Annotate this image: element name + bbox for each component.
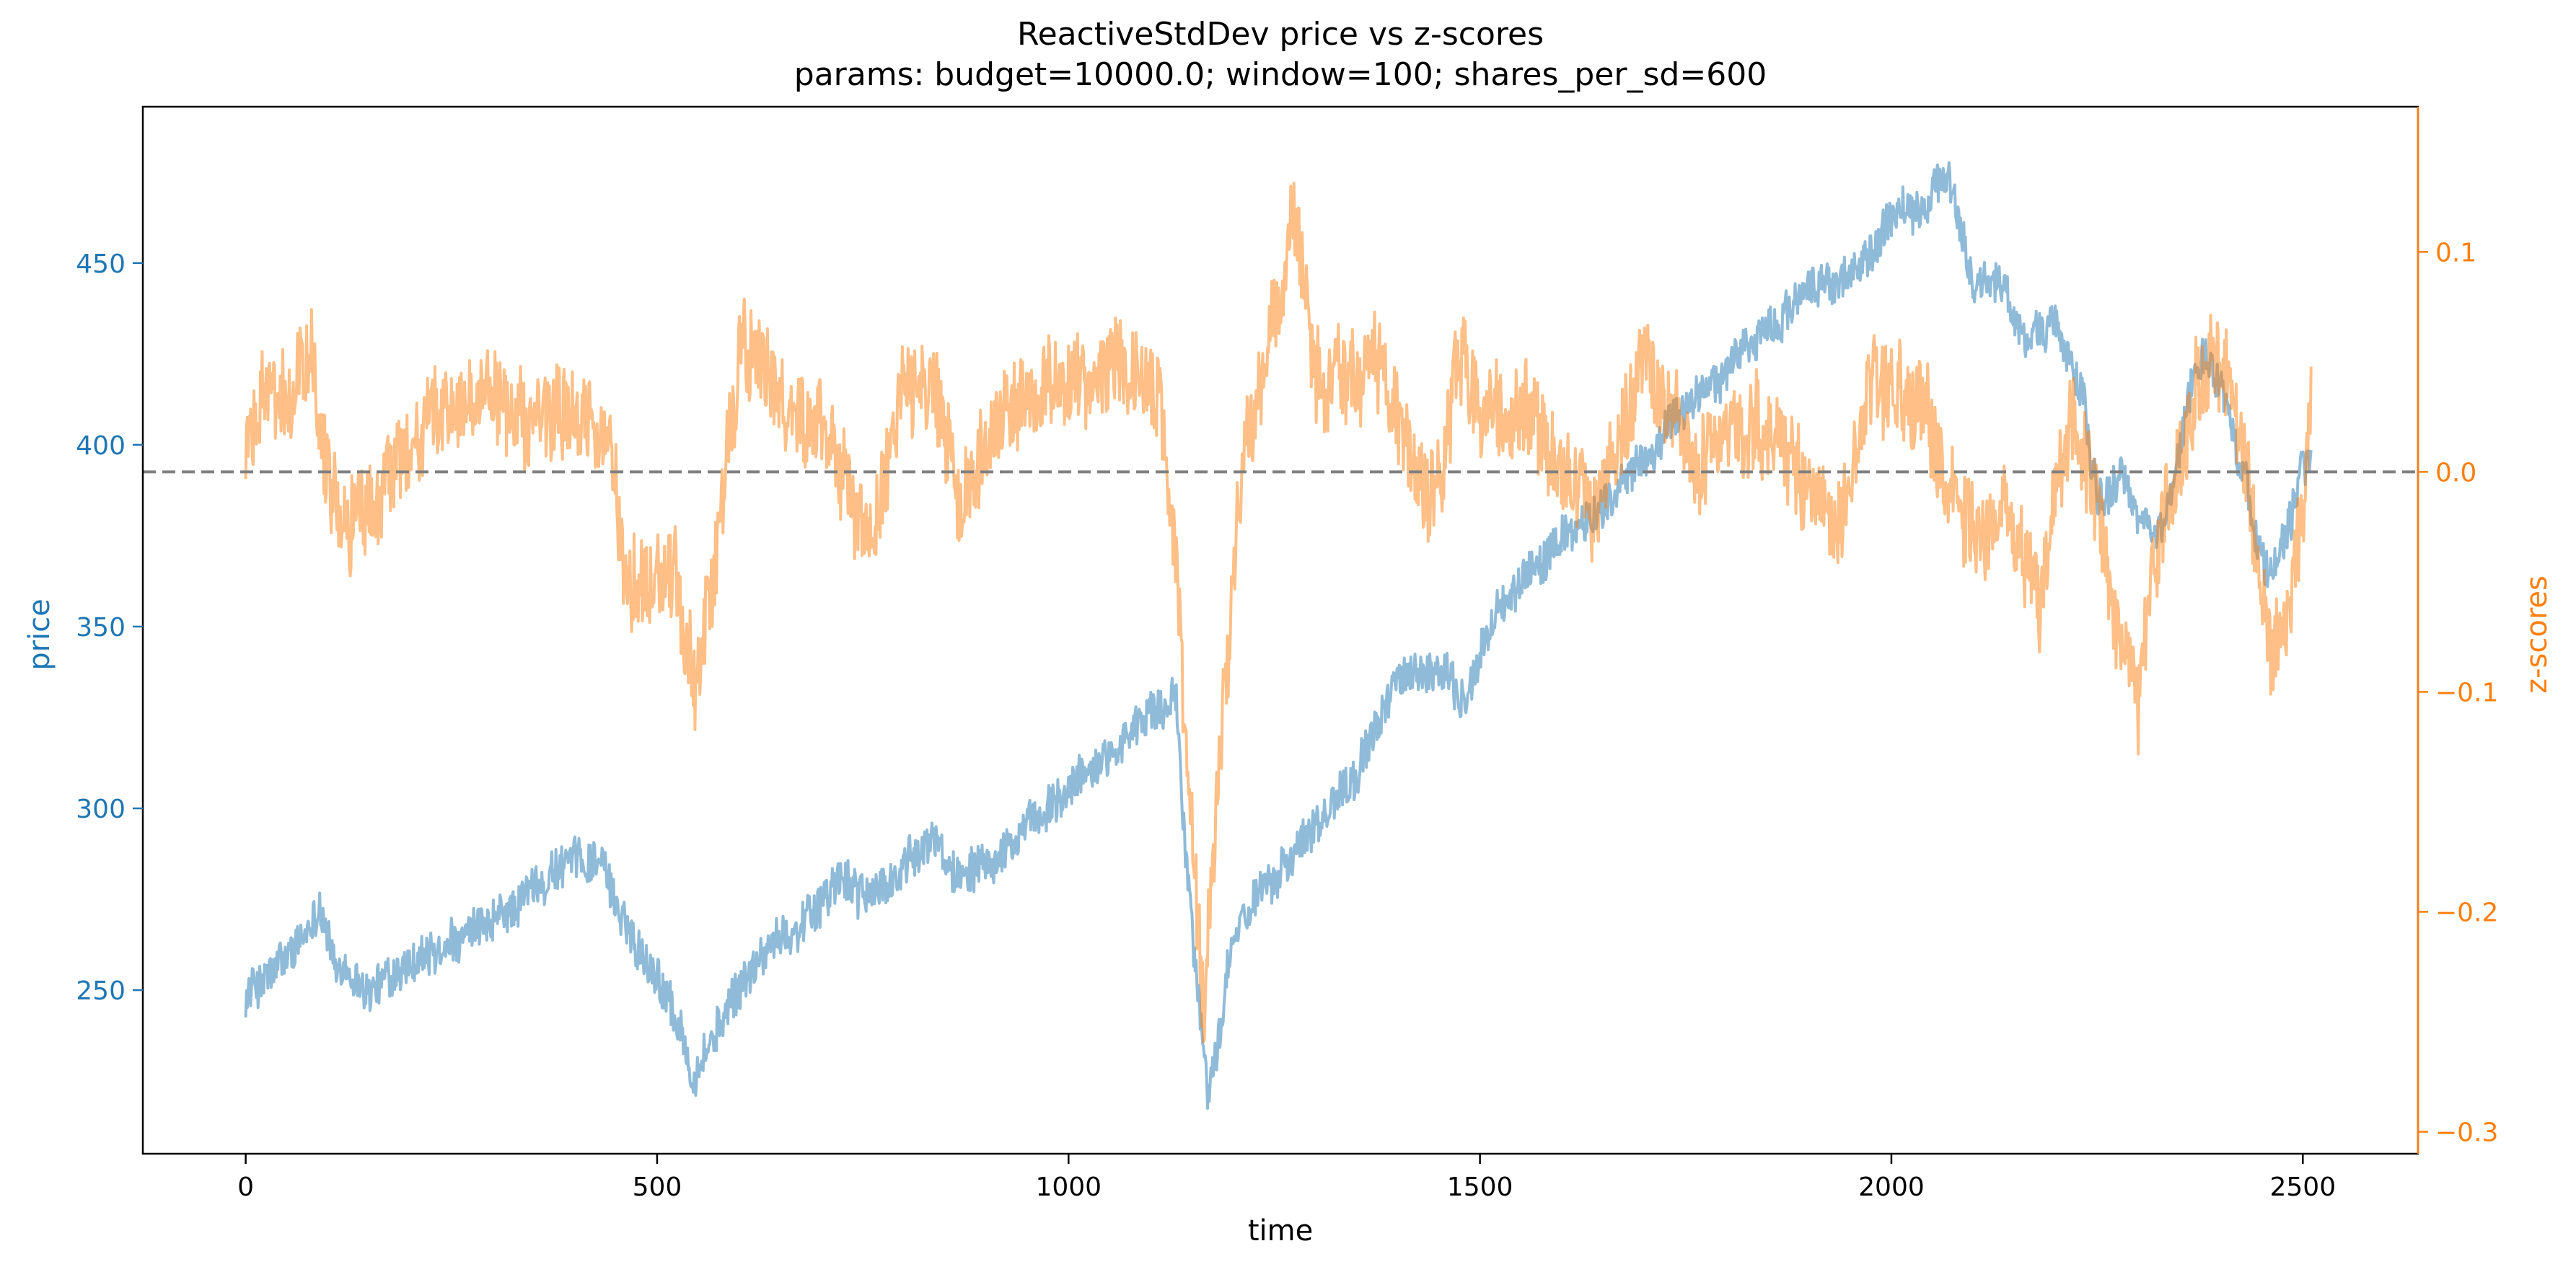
series-zscore-line xyxy=(244,181,2313,1043)
y-right-tick-label: −0.3 xyxy=(2435,1118,2498,1147)
y-left-tick-label: 250 xyxy=(76,976,126,1006)
chart-subtitle: params: budget=10000.0; window=100; shar… xyxy=(794,56,1767,93)
axes-layer: 0 500 1000 1500 2000 2500 250 300 350 400 450 −0.3 −… xyxy=(76,105,2498,1202)
x-tick-label: 2500 xyxy=(2269,1172,2336,1202)
x-tick-label: 0 xyxy=(237,1172,254,1202)
y-right-tick-label: 0.1 xyxy=(2435,238,2476,268)
chart-title: ReactiveStdDev price vs z-scores xyxy=(1017,16,1544,53)
y-left-tick-label: 300 xyxy=(76,795,126,824)
y-right-tick-label: 0.0 xyxy=(2435,458,2476,487)
plot-layer xyxy=(143,161,2418,1110)
y-right-tick-label: −0.2 xyxy=(2435,898,2498,927)
y-axis-label-right: z-scores xyxy=(2520,575,2554,694)
y-left-tick-label: 400 xyxy=(76,431,126,461)
x-tick-label: 2000 xyxy=(1858,1172,1925,1202)
y-axis-label-left: price xyxy=(23,599,56,671)
plot-frame xyxy=(141,105,2419,1155)
y-left-tick-label: 450 xyxy=(76,249,126,279)
x-tick-label: 1500 xyxy=(1447,1172,1513,1202)
y-right-tick-label: −0.1 xyxy=(2435,678,2498,707)
x-axis-label: time xyxy=(1248,1214,1313,1247)
series-price-line xyxy=(244,161,2313,1110)
x-tick-label: 1000 xyxy=(1035,1172,1102,1202)
y-left-tick-label: 350 xyxy=(76,613,126,642)
x-tick-label: 500 xyxy=(633,1172,682,1202)
